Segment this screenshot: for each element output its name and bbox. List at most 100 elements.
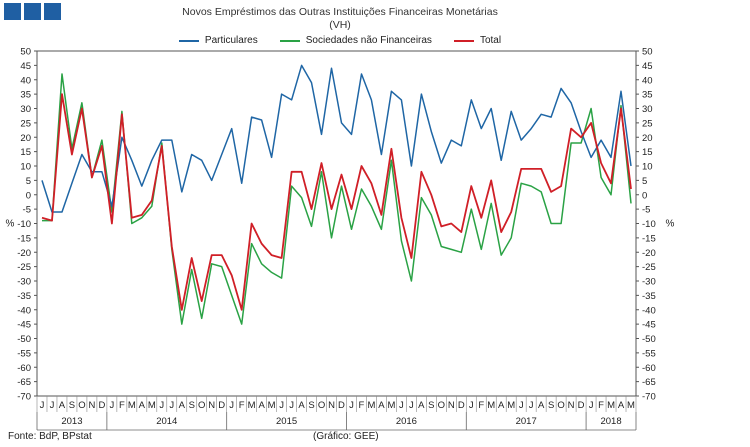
x-month-label: J bbox=[279, 400, 284, 411]
y-tick-label-left: -35 bbox=[17, 291, 31, 302]
y-tick-label-right: 45 bbox=[642, 61, 653, 72]
y-tick-label-right: -35 bbox=[642, 291, 656, 302]
y-tick-label-left: 50 bbox=[20, 47, 31, 58]
x-month-label: M bbox=[487, 400, 495, 411]
y-tick-label-right: -15 bbox=[642, 233, 656, 244]
x-month-label: M bbox=[248, 400, 256, 411]
x-month-label: F bbox=[119, 400, 125, 411]
y-tick-label-right: -50 bbox=[642, 334, 656, 345]
credit-note: (Gráfico: GEE) bbox=[313, 431, 379, 442]
series-line-total bbox=[41, 93, 632, 311]
x-month-label: S bbox=[308, 400, 314, 411]
x-month-label: D bbox=[98, 400, 105, 411]
x-month-label: J bbox=[289, 400, 294, 411]
legend-label: Particulares bbox=[204, 35, 258, 46]
x-month-label: N bbox=[328, 400, 335, 411]
x-month-label: J bbox=[529, 400, 534, 411]
x-month-label: N bbox=[568, 400, 575, 411]
plot-frame bbox=[36, 50, 637, 397]
x-month-label: M bbox=[268, 400, 276, 411]
y-tick-label-left: -50 bbox=[17, 334, 31, 345]
x-month-label: A bbox=[618, 400, 625, 411]
legend-swatch bbox=[279, 39, 300, 42]
x-month-label: O bbox=[198, 400, 205, 411]
x-month-label: S bbox=[189, 400, 195, 411]
y-tick-label-left: -40 bbox=[17, 305, 31, 316]
x-month-label: O bbox=[78, 400, 85, 411]
legend-item-total: Total bbox=[453, 35, 501, 46]
x-month-label: N bbox=[208, 400, 215, 411]
y-tick-label-right: -5 bbox=[642, 205, 650, 216]
y-tick-label-left: -70 bbox=[17, 392, 31, 403]
y-tick-label-right: -70 bbox=[642, 392, 656, 403]
y-tick-label-right: 50 bbox=[642, 47, 653, 58]
x-month-label: O bbox=[318, 400, 325, 411]
x-month-label: J bbox=[349, 400, 354, 411]
y-tick-label-left: -15 bbox=[17, 233, 31, 244]
x-month-label: N bbox=[88, 400, 95, 411]
y-tick-label-left: 15 bbox=[20, 147, 31, 158]
x-month-label: M bbox=[507, 400, 515, 411]
x-month-label: A bbox=[258, 400, 265, 411]
y-tick-label-right: 15 bbox=[642, 147, 653, 158]
x-month-label: A bbox=[498, 400, 505, 411]
x-month-label: F bbox=[598, 400, 604, 411]
y-tick-label-right: -40 bbox=[642, 305, 656, 316]
y-tick-label-right: 30 bbox=[642, 104, 653, 115]
x-month-label: A bbox=[378, 400, 385, 411]
x-month-label: A bbox=[538, 400, 545, 411]
x-month-label: A bbox=[418, 400, 425, 411]
legend-swatch bbox=[178, 39, 199, 42]
x-month-label: J bbox=[169, 400, 174, 411]
x-month-label: M bbox=[367, 400, 375, 411]
y-tick-label-left: -30 bbox=[17, 277, 31, 288]
y-tick-label-right: 40 bbox=[642, 75, 653, 86]
x-month-label: A bbox=[179, 400, 186, 411]
x-month-label: N bbox=[448, 400, 455, 411]
x-month-label: S bbox=[548, 400, 554, 411]
y-tick-label-left: 45 bbox=[20, 61, 31, 72]
y-tick-label-left: -10 bbox=[17, 219, 31, 230]
x-year-label: 2018 bbox=[600, 416, 621, 427]
x-month-label: J bbox=[409, 400, 414, 411]
x-month-label: F bbox=[359, 400, 365, 411]
y-tick-label-right: -25 bbox=[642, 262, 656, 273]
x-month-label: D bbox=[578, 400, 585, 411]
chart-title: Novos Empréstimos das Outras Instituiçõe… bbox=[182, 6, 498, 18]
y-tick-label-right: -55 bbox=[642, 348, 656, 359]
y-tick-label-left: -5 bbox=[23, 205, 31, 216]
chart-subtitle: (VH) bbox=[329, 19, 351, 31]
x-month-label: J bbox=[589, 400, 594, 411]
x-month-label: J bbox=[399, 400, 404, 411]
x-month-label: J bbox=[229, 400, 234, 411]
y-tick-label-left: -25 bbox=[17, 262, 31, 273]
x-month-label: M bbox=[627, 400, 635, 411]
x-month-label: J bbox=[519, 400, 524, 411]
y-axis-label-left: % bbox=[6, 218, 15, 229]
y-tick-label-right: -20 bbox=[642, 248, 656, 259]
logo-square bbox=[24, 3, 41, 20]
x-year-label: 2014 bbox=[156, 416, 177, 427]
x-year-label: 2015 bbox=[276, 416, 297, 427]
y-tick-label-right: 5 bbox=[642, 176, 647, 187]
y-tick-label-left: 35 bbox=[20, 90, 31, 101]
x-month-label: M bbox=[387, 400, 395, 411]
x-month-label: O bbox=[557, 400, 564, 411]
y-tick-label-right: 35 bbox=[642, 90, 653, 101]
x-month-label: J bbox=[159, 400, 164, 411]
x-month-label: O bbox=[438, 400, 445, 411]
x-month-label: D bbox=[458, 400, 465, 411]
x-month-label: A bbox=[298, 400, 305, 411]
y-tick-label-right: -30 bbox=[642, 277, 656, 288]
y-axis-label-right: % bbox=[666, 218, 675, 229]
x-month-label: D bbox=[338, 400, 345, 411]
y-tick-label-left: -60 bbox=[17, 363, 31, 374]
x-year-label: 2013 bbox=[61, 416, 82, 427]
y-tick-label-right: 25 bbox=[642, 118, 653, 129]
x-year-label: 2017 bbox=[516, 416, 537, 427]
y-tick-label-left: 5 bbox=[26, 176, 31, 187]
x-month-label: J bbox=[469, 400, 474, 411]
y-tick-label-left: 25 bbox=[20, 118, 31, 129]
y-tick-label-right: 0 bbox=[642, 190, 647, 201]
